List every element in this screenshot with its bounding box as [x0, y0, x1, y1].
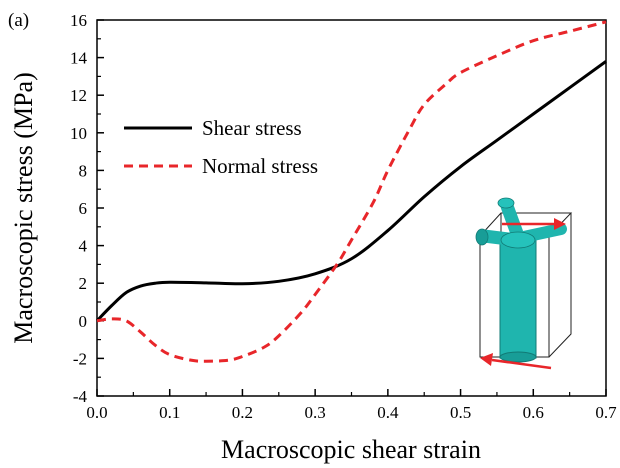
- x-tick-label: 0.4: [377, 403, 399, 422]
- vertical-strut: [499, 239, 537, 359]
- strut-branch-back: [500, 199, 525, 243]
- x-tick-label: 0.1: [159, 403, 180, 422]
- x-tick-label: 0.2: [232, 403, 253, 422]
- series-line-shear-stress: [95, 60, 607, 322]
- strut-end-back: [497, 197, 515, 209]
- y-tick-label: 6: [79, 199, 88, 218]
- y-tick-label: 2: [79, 274, 88, 293]
- bottom-shear-arrow-shaft: [491, 358, 552, 370]
- y-tick-label: 8: [79, 161, 88, 180]
- y-tick-label: 0: [79, 312, 88, 331]
- series-layer: [95, 20, 607, 363]
- legend-label-shear: Shear stress: [202, 116, 302, 140]
- tick-group: 0.0 0.1 0.2 0.3 0.4 0.5 0.6 0.7 -4 -2 0 2 4 6 8 10 12 14 1…: [70, 11, 617, 422]
- x-tick-label: 0.6: [523, 403, 544, 422]
- x-tick-label: 0.5: [450, 403, 471, 422]
- vertical-strut-bottom: [499, 351, 537, 363]
- y-tick-label: 16: [70, 11, 87, 30]
- x-tick-label: 0.3: [305, 403, 326, 422]
- top-shear-arrowhead: [554, 218, 566, 230]
- x-tick-label: 0.7: [595, 403, 617, 422]
- x-axis-title: Macroscopic shear strain: [221, 435, 481, 464]
- y-tick-label: -2: [73, 349, 87, 368]
- y-tick-label: 12: [70, 86, 87, 105]
- legend-label-normal: Normal stress: [202, 154, 318, 178]
- strut-unit-cell-icon: [475, 197, 573, 370]
- cell-box-side: [548, 213, 572, 358]
- strut-end-left: [475, 228, 489, 246]
- y-tick-label: 10: [70, 124, 87, 143]
- panel-label: (a): [8, 10, 29, 31]
- x-tick-label: 0.0: [86, 403, 107, 422]
- legend: Shear stress Normal stress: [124, 116, 318, 178]
- y-tick-label: 14: [70, 49, 88, 68]
- strut-node: [500, 231, 536, 249]
- y-tick-label: -4: [73, 387, 88, 406]
- y-tick-label: 4: [79, 237, 88, 256]
- series-line-normal-stress: [96, 20, 607, 363]
- bottom-shear-arrowhead: [480, 353, 493, 366]
- y-axis-title: Macroscopic stress (MPa): [9, 72, 38, 344]
